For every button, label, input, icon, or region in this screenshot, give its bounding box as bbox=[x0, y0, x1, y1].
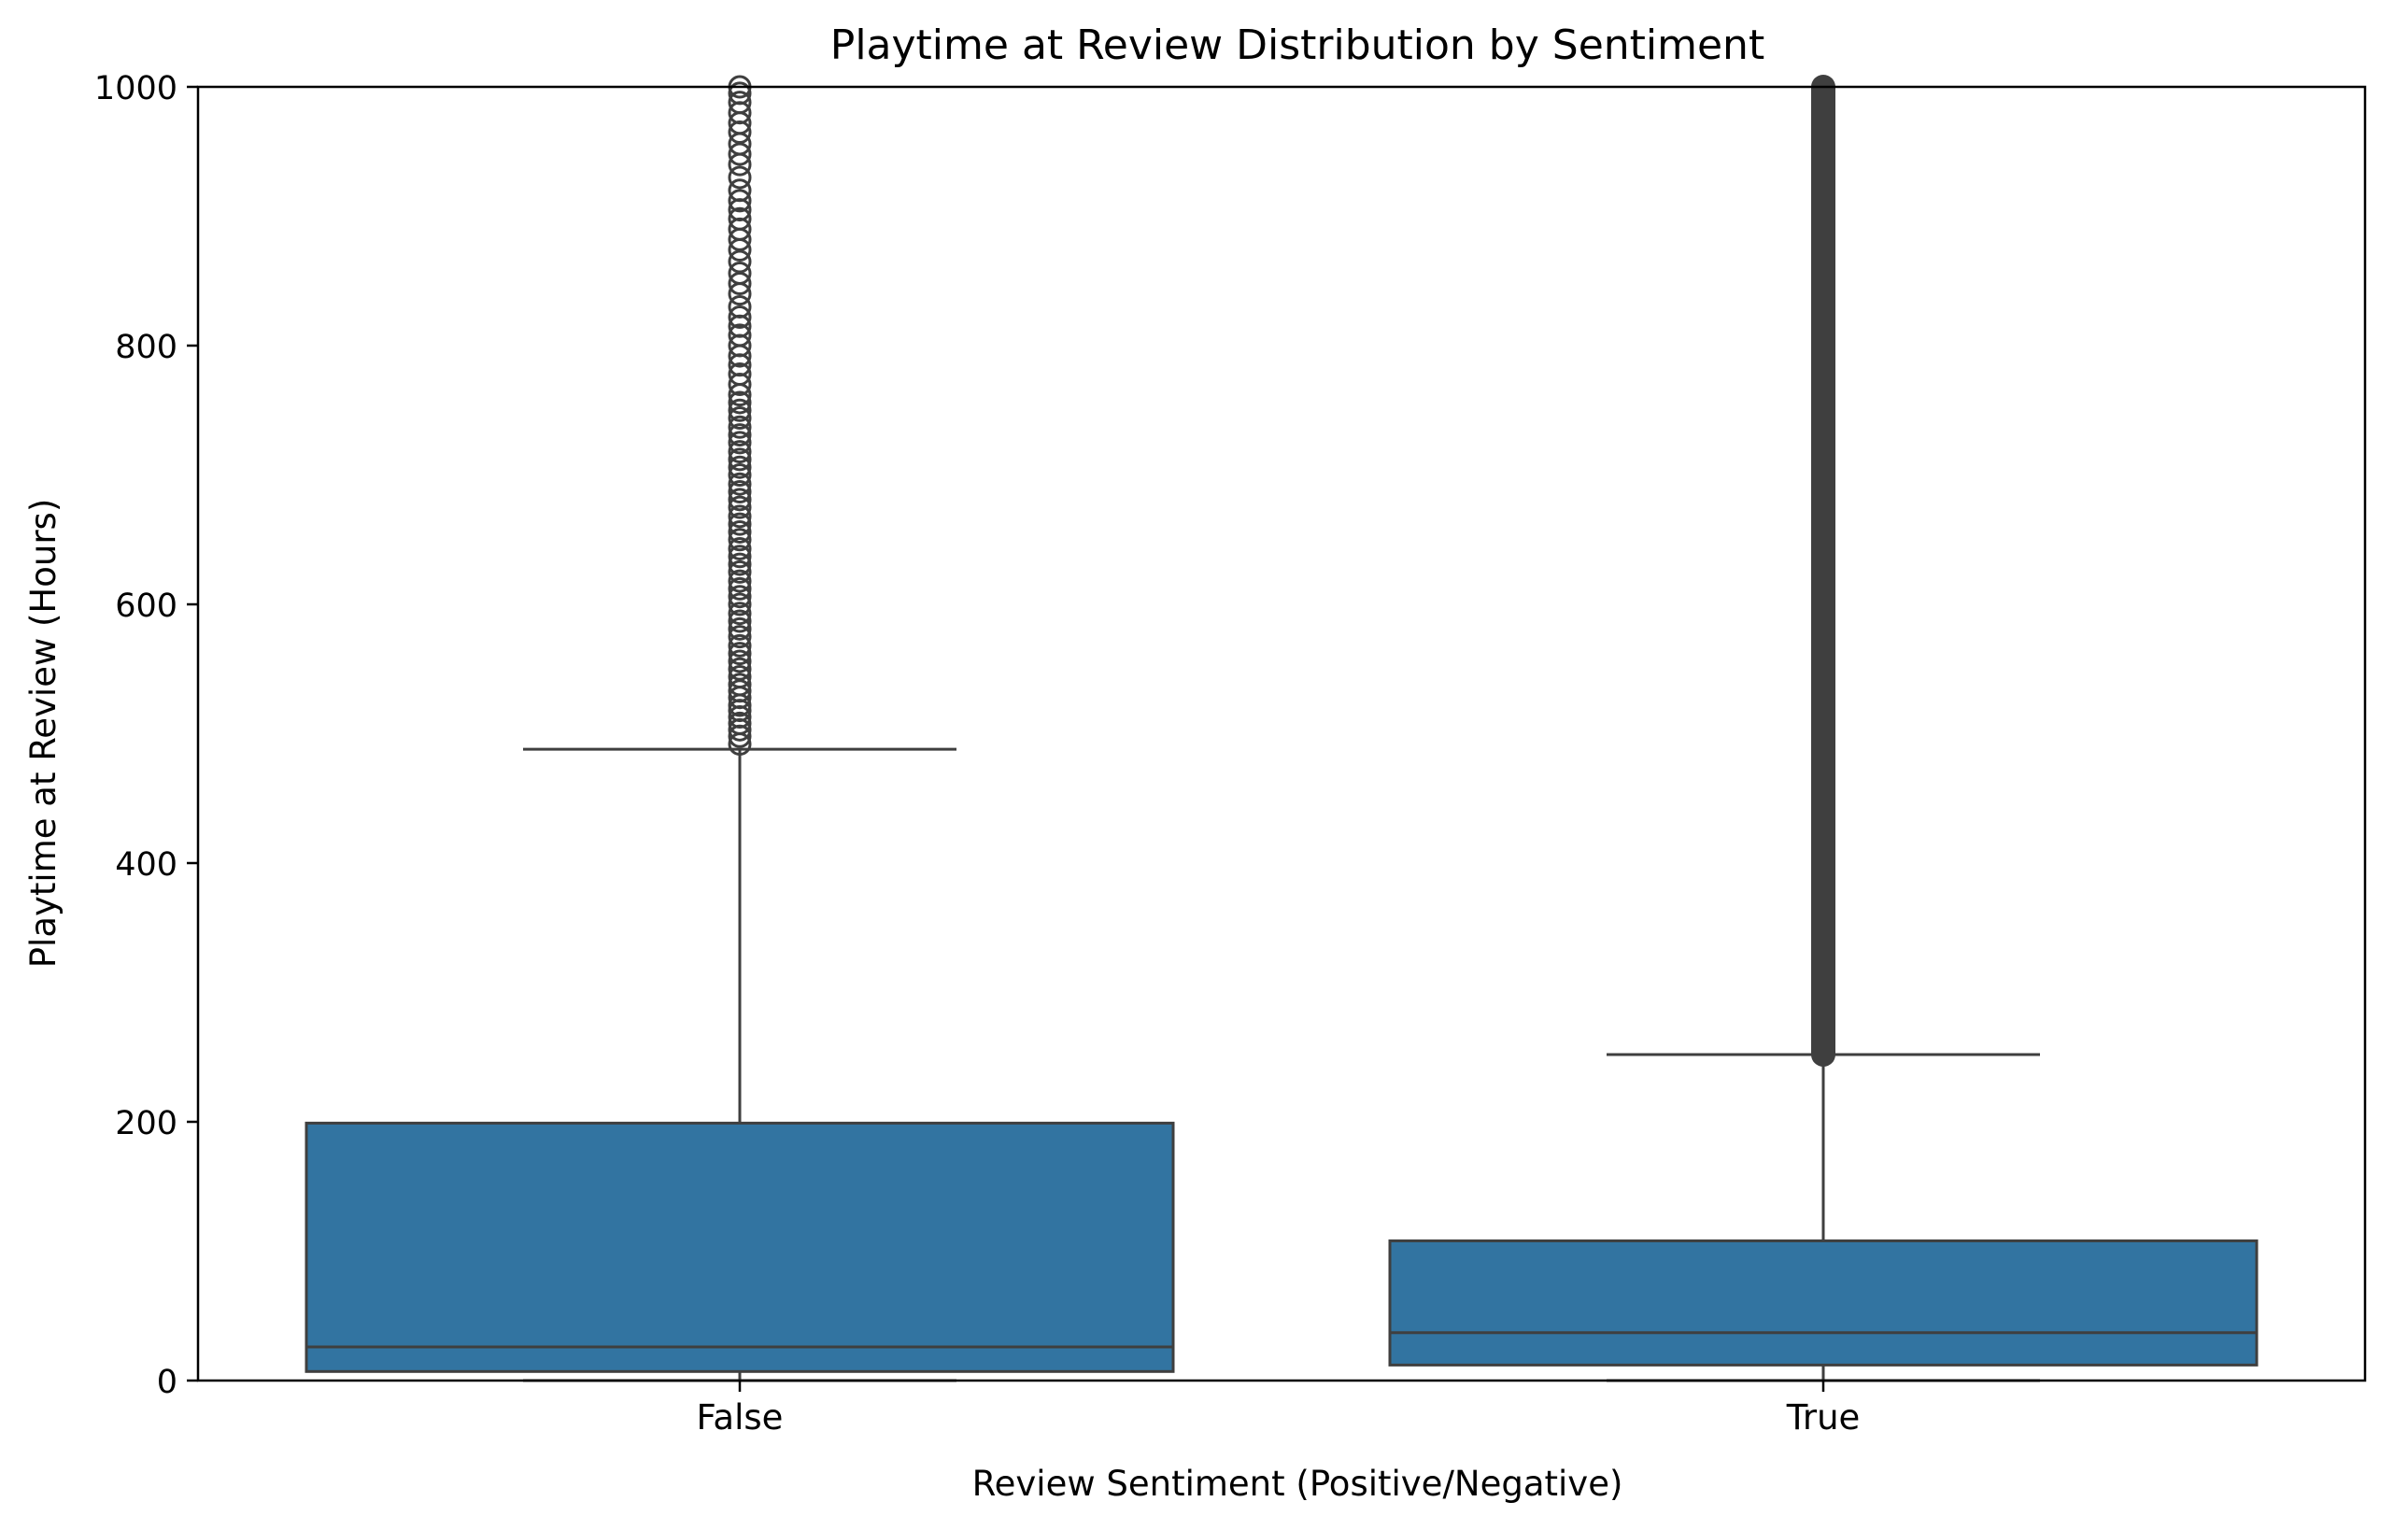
outlier-point bbox=[728, 398, 752, 422]
y-tick-label: 800 bbox=[115, 329, 177, 366]
outlier-point bbox=[728, 657, 752, 681]
outlier-point bbox=[728, 512, 752, 536]
outlier-point bbox=[728, 602, 752, 626]
x-axis: False True bbox=[697, 1381, 1861, 1438]
plot-frame bbox=[196, 85, 2367, 1382]
outlier-point bbox=[728, 447, 752, 472]
outlier-point bbox=[728, 528, 752, 552]
iqr-box bbox=[1388, 1239, 2259, 1367]
outlier-point bbox=[728, 576, 752, 601]
outlier-point bbox=[728, 519, 752, 544]
outlier-point bbox=[728, 390, 752, 415]
outlier-point bbox=[728, 480, 752, 504]
outlier-point bbox=[728, 609, 752, 633]
outlier-point bbox=[728, 142, 752, 166]
outlier-point bbox=[728, 165, 752, 190]
x-axis-label: Review Sentiment (Positive/Negative) bbox=[972, 1464, 1623, 1504]
outlier-point bbox=[728, 633, 752, 658]
y-axis: 0 200 400 600 800 1000 bbox=[94, 70, 198, 1401]
y-tick-label: 0 bbox=[157, 1364, 177, 1401]
outlier-point bbox=[728, 488, 752, 512]
outlier-point bbox=[728, 406, 752, 431]
outlier-point bbox=[728, 206, 752, 231]
outlier-point bbox=[728, 305, 752, 330]
outlier-point bbox=[728, 415, 752, 439]
outlier-point bbox=[728, 625, 752, 649]
outlier-point bbox=[728, 552, 752, 576]
outlier-point bbox=[728, 616, 752, 641]
outlier-point bbox=[728, 585, 752, 609]
outlier-point bbox=[728, 455, 752, 479]
box-group-false bbox=[305, 75, 1175, 1382]
outlier-point bbox=[728, 642, 752, 666]
outlier-point bbox=[728, 294, 752, 319]
outlier-point bbox=[728, 189, 752, 213]
outlier-point bbox=[728, 91, 752, 115]
outlier-point bbox=[728, 423, 752, 447]
outlier-point bbox=[728, 440, 752, 464]
outlier-point bbox=[728, 711, 752, 735]
y-tick-label: 400 bbox=[115, 846, 177, 884]
outlier-point bbox=[728, 504, 752, 529]
outlier-point bbox=[728, 560, 752, 584]
outlier-point bbox=[728, 592, 752, 616]
outlier-point bbox=[728, 81, 752, 106]
y-tick-label: 600 bbox=[115, 588, 177, 625]
outlier-point bbox=[728, 673, 752, 697]
box-group-true bbox=[1388, 75, 2259, 1382]
outlier-point bbox=[728, 463, 752, 487]
y-tick-label: 200 bbox=[115, 1105, 177, 1142]
outlier-point bbox=[728, 649, 752, 673]
outlier-point bbox=[728, 569, 752, 593]
outlier-point bbox=[728, 431, 752, 455]
y-tick-label: 1000 bbox=[94, 70, 177, 107]
outlier-point bbox=[728, 261, 752, 285]
outlier-point bbox=[728, 495, 752, 519]
outlier-point bbox=[728, 272, 752, 296]
outlier-point bbox=[728, 536, 752, 560]
outlier-point bbox=[728, 323, 752, 347]
x-tick-label: False bbox=[697, 1397, 784, 1438]
outlier-point bbox=[728, 665, 752, 689]
x-tick-label: True bbox=[1786, 1397, 1861, 1438]
iqr-box bbox=[305, 1121, 1175, 1373]
chart-title: Playtime at Review Distribution by Senti… bbox=[830, 21, 1764, 69]
outlier-point bbox=[728, 249, 752, 274]
outlier-point bbox=[728, 472, 752, 496]
outlier-point bbox=[728, 178, 752, 203]
outlier-point bbox=[728, 545, 752, 569]
plot-area bbox=[305, 75, 2259, 1382]
outlier-point bbox=[728, 679, 752, 703]
y-axis-label: Playtime at Review (Hours) bbox=[23, 499, 64, 969]
outlier-point bbox=[728, 361, 752, 386]
